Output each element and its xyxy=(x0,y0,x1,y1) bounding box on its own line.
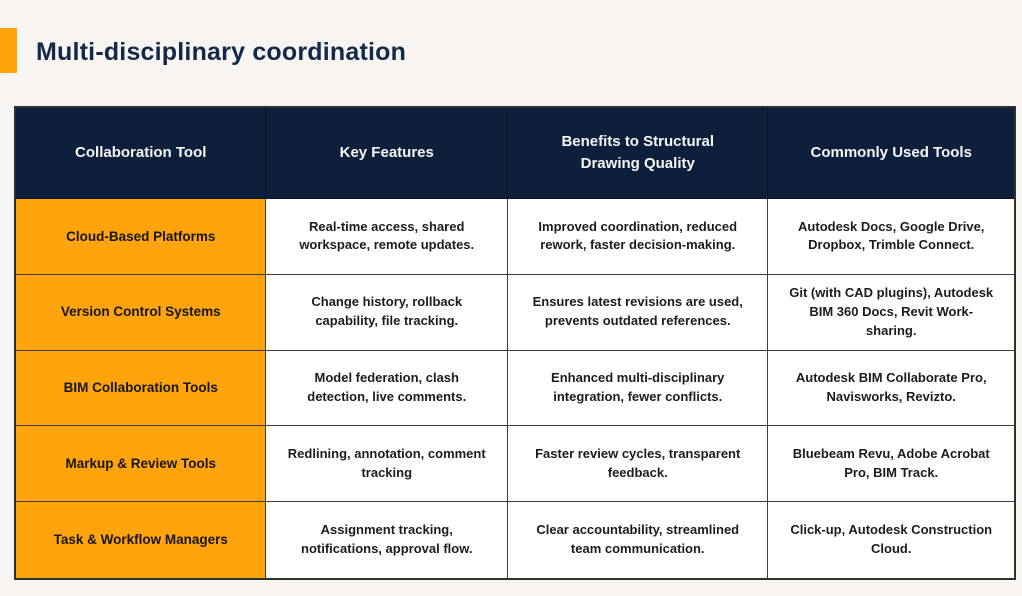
row-features-cell: Model federation, clash detection, live … xyxy=(266,350,508,427)
row-tools-cell: Git (with CAD plugins), Autodesk BIM 360… xyxy=(768,274,1014,351)
row-tools-cell: Autodesk Docs, Google Drive, Dropbox, Tr… xyxy=(768,199,1014,275)
row-tool-version-control-systems: Version Control Systems xyxy=(16,274,267,351)
header-cell-collaboration-tool: Collaboration Tool xyxy=(16,108,267,199)
row-benefits-cell: Ensures latest revisions are used, preve… xyxy=(508,274,769,351)
row-benefits-cell: Enhanced multi-disciplinary integration,… xyxy=(508,350,769,427)
row-tools-cell: Autodesk BIM Collaborate Pro, Navisworks… xyxy=(768,350,1014,427)
row-tool-markup-review-tools: Markup & Review Tools xyxy=(16,426,267,503)
row-tool-bim-collaboration-tools: BIM Collaboration Tools xyxy=(16,350,267,427)
row-features-cell: Assignment tracking, notifications, appr… xyxy=(266,502,508,578)
row-benefits-cell: Faster review cycles, transparent feedba… xyxy=(508,426,769,503)
row-benefits-cell: Improved coordination, reduced rework, f… xyxy=(508,199,769,275)
row-features-cell: Change history, rollback capability, fil… xyxy=(266,274,508,351)
header-cell-key-features: Key Features xyxy=(266,108,508,199)
row-tool-cloud-based-platforms: Cloud-Based Platforms xyxy=(16,199,267,275)
page-title: Multi-disciplinary coordination xyxy=(36,38,407,66)
row-tool-task-workflow-managers: Task & Workflow Managers xyxy=(16,502,267,578)
row-features-cell: Real-time access, shared workspace, remo… xyxy=(266,199,508,275)
row-benefits-cell: Clear accountability, streamlined team c… xyxy=(508,502,769,578)
header-cell-benefits: Benefits to Structural Drawing Quality xyxy=(508,108,769,199)
title-accent-bar xyxy=(0,28,17,73)
header-cell-commonly-used-tools: Commonly Used Tools xyxy=(768,108,1014,199)
row-features-cell: Redlining, annotation, comment tracking xyxy=(266,426,508,503)
row-tools-cell: Bluebeam Revu, Adobe Acrobat Pro, BIM Tr… xyxy=(768,426,1014,503)
collaboration-tools-table: Collaboration Tool Key Features Benefits… xyxy=(14,106,1016,580)
row-tools-cell: Click-up, Autodesk Construction Cloud. xyxy=(768,502,1014,578)
